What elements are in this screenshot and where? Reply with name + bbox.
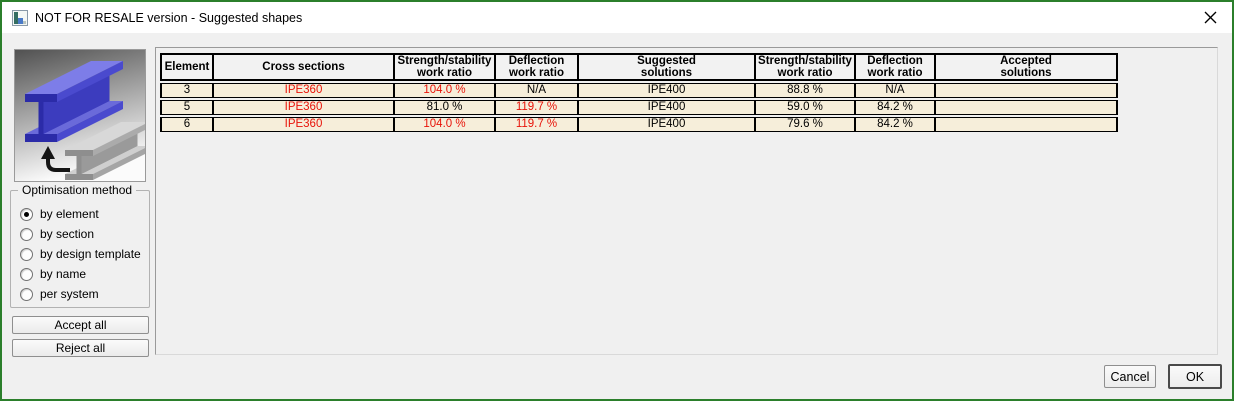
table-cell: 81.0 % [395, 101, 496, 114]
close-button[interactable] [1190, 2, 1230, 33]
table-cell: 84.2 % [856, 101, 936, 114]
table-cell: IPE360 [214, 101, 395, 114]
table-cell: IPE360 [214, 84, 395, 97]
table-header-row: Element Cross sections Strength/stabilit… [160, 53, 1118, 81]
table-cell: 119.7 % [496, 101, 579, 114]
table-body: 3 IPE360 104.0 % N/A IPE400 88.8 % N/A 5 IPE360 8… [160, 83, 1118, 132]
column-header-strength-work-ratio: Strength/stability work ratio [395, 55, 496, 79]
app-icon [12, 9, 28, 26]
optimisation-method-group: Optimisation method by element by section… [10, 183, 150, 308]
radio-label: by element [40, 207, 99, 221]
beam-replacement-illustration [15, 50, 145, 181]
radio-label: by section [40, 227, 95, 241]
column-header-deflection-work-ratio: Deflection work ratio [496, 55, 579, 79]
table-cell: IPE400 [579, 118, 756, 131]
table-row[interactable]: 3 IPE360 104.0 % N/A IPE400 88.8 % N/A [160, 83, 1118, 98]
table-cell: 84.2 % [856, 118, 936, 131]
table-cell: 3 [162, 84, 214, 97]
optimisation-method-label: Optimisation method [18, 183, 137, 197]
column-header-suggested-solutions: Suggested solutions [579, 55, 756, 79]
column-header-accepted-solutions: Accepted solutions [1000, 55, 1052, 79]
radio-icon [20, 287, 33, 301]
table-cell: 5 [162, 101, 214, 114]
table-cell: 104.0 % [395, 118, 496, 131]
table-cell: 88.8 % [756, 84, 856, 97]
table-cell: N/A [496, 84, 579, 97]
column-header-deflection-work-ratio-2: Deflection work ratio [856, 55, 936, 79]
reject-all-button[interactable]: Reject all [12, 339, 149, 357]
window-title: NOT FOR RESALE version - Suggested shape… [35, 10, 303, 25]
table-cell: 59.0 % [756, 101, 856, 114]
radio-label: per system [40, 287, 99, 301]
suggested-shapes-table: Element Cross sections Strength/stabilit… [160, 53, 1118, 132]
table-cell: 119.7 % [496, 118, 579, 131]
radio-option-by-section[interactable]: by section [20, 224, 149, 244]
table-cell [936, 101, 1116, 114]
radio-option-per-system[interactable]: per system [20, 284, 149, 304]
column-header-cross-sections: Cross sections [214, 55, 395, 79]
accept-all-button[interactable]: Accept all [12, 316, 149, 334]
close-icon [1204, 11, 1216, 24]
radio-option-by-design-template[interactable]: by design template [20, 244, 149, 264]
table-cell [936, 118, 1116, 131]
table-cell: 79.6 % [756, 118, 856, 131]
optimisation-options: by element by section by design template by… [11, 191, 149, 304]
table-row[interactable]: 5 IPE360 81.0 % 119.7 % IPE400 59.0 % 84.2 % [160, 100, 1118, 115]
radio-option-by-name[interactable]: by name [20, 264, 149, 284]
column-header-strength-work-ratio-2: Strength/stability work ratio [756, 55, 856, 79]
table-cell: IPE400 [579, 84, 756, 97]
radio-label: by name [40, 267, 87, 281]
radio-selected-icon [20, 207, 33, 221]
table-cell: 104.0 % [395, 84, 496, 97]
radio-label: by design template [40, 247, 141, 261]
table-cell: IPE400 [579, 101, 756, 114]
column-header-element: Element [162, 55, 214, 79]
results-table-panel: Element Cross sections Strength/stabilit… [155, 47, 1218, 355]
table-cell [936, 84, 1116, 97]
table-cell: N/A [856, 84, 936, 97]
ok-button[interactable]: OK [1168, 364, 1222, 389]
beam-preview-image [14, 49, 146, 182]
radio-icon [20, 267, 33, 281]
table-cell: IPE360 [214, 118, 395, 131]
title-bar: NOT FOR RESALE version - Suggested shape… [2, 2, 1232, 33]
radio-icon [20, 227, 33, 241]
radio-icon [20, 247, 33, 261]
cancel-button[interactable]: Cancel [1104, 365, 1156, 388]
radio-option-by-element[interactable]: by element [20, 204, 149, 224]
table-cell: 6 [162, 118, 214, 131]
table-row[interactable]: 6 IPE360 104.0 % 119.7 % IPE400 79.6 % 84.2 % [160, 117, 1118, 132]
